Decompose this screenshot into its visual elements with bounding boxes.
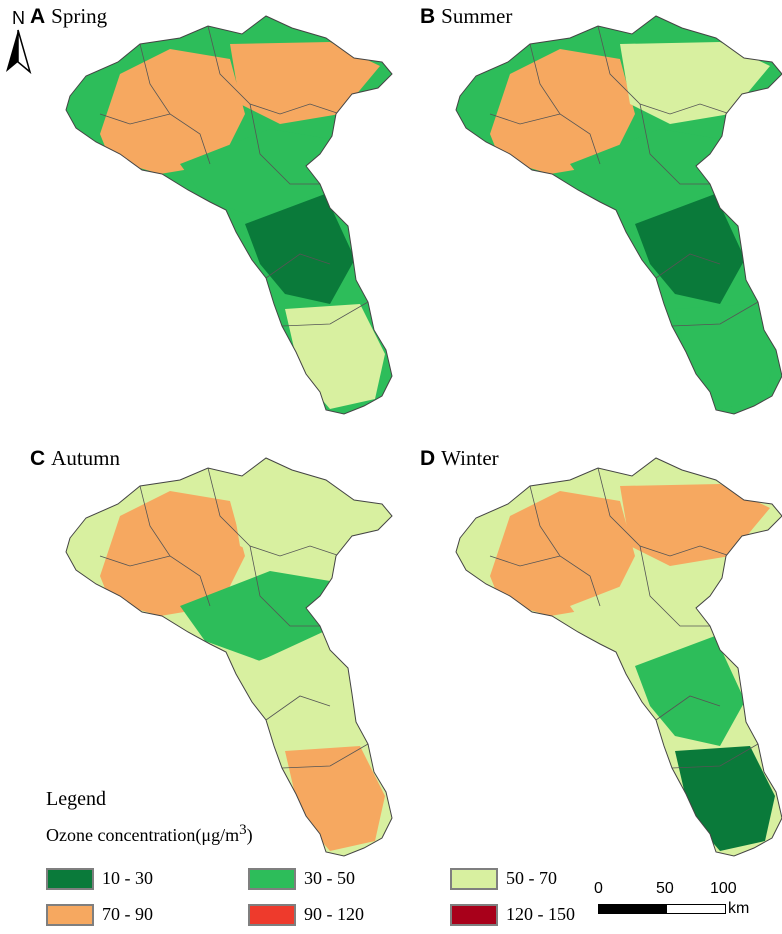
map-panel-summer: B Summer — [420, 4, 782, 434]
panel-season: Autumn — [51, 446, 121, 470]
legend-label: 50 - 70 — [506, 868, 557, 888]
concentration-zone — [245, 194, 355, 304]
map-fill-group — [66, 16, 392, 414]
scale-bar: 0 50 100 km — [590, 880, 780, 920]
legend-label: 10 - 30 — [102, 868, 153, 888]
concentration-zone — [245, 636, 355, 746]
concentration-zone — [490, 49, 635, 174]
map-panel-autumn: C Autumn — [30, 446, 400, 876]
panel-letter: C — [30, 447, 46, 470]
ozone-map — [65, 15, 393, 415]
legend-label: 70 - 90 — [102, 904, 153, 924]
panel-title: C Autumn — [30, 446, 120, 471]
panel-letter: D — [420, 447, 436, 470]
scale-unit: km — [728, 900, 750, 917]
concentration-zone — [620, 484, 770, 566]
panel-letter: B — [420, 5, 436, 28]
district-border — [249, 545, 320, 627]
map-fill-group — [456, 458, 782, 856]
district-border — [249, 103, 320, 185]
panel-title: D Winter — [420, 446, 499, 471]
region-outline — [65, 457, 393, 857]
district-border — [671, 743, 759, 769]
district-border — [597, 467, 731, 557]
legend-subtitle-exponent: 3 — [239, 822, 247, 838]
concentration-zone — [635, 636, 745, 746]
district-border — [639, 545, 710, 627]
panel-season: Winter — [441, 446, 499, 470]
district-border — [655, 253, 721, 279]
north-arrow-icon — [6, 29, 32, 74]
legend-subtitle: Ozone concentration(μg/m3) — [46, 822, 253, 846]
district-border — [207, 467, 341, 557]
district-border — [265, 695, 331, 721]
panel-season: Spring — [51, 4, 108, 28]
concentration-zone — [180, 129, 330, 219]
district-border — [207, 25, 341, 115]
scale-tick: 0 — [594, 880, 603, 897]
district-border — [99, 113, 171, 125]
legend-swatch — [248, 904, 296, 926]
concentration-zone — [230, 484, 380, 566]
region-outline — [455, 15, 782, 415]
district-border — [281, 743, 369, 769]
concentration-zone — [570, 129, 720, 219]
concentration-zone — [230, 42, 380, 124]
map-fill-group — [456, 16, 782, 414]
ozone-map — [455, 15, 782, 415]
legend-subtitle-close: ) — [246, 825, 253, 845]
district-border — [655, 695, 721, 721]
district-border — [281, 301, 369, 327]
district-border — [639, 103, 710, 185]
north-label: N — [12, 8, 25, 28]
district-border — [489, 555, 561, 567]
district-border — [99, 555, 171, 567]
scale-tick: 100 — [710, 880, 737, 897]
legend-swatch — [450, 904, 498, 926]
scale-segment-white — [666, 904, 726, 914]
district-border — [671, 301, 759, 327]
concentration-zone — [635, 194, 745, 304]
concentration-zone — [100, 491, 245, 616]
region-outline — [455, 457, 782, 857]
map-panel-winter: D Winter — [420, 446, 782, 876]
district-border — [597, 25, 731, 115]
scale-tick: 50 — [656, 880, 674, 897]
district-border — [265, 253, 331, 279]
legend-label: 90 - 120 — [304, 904, 364, 924]
panel-season: Summer — [441, 4, 513, 28]
legend-subtitle-text: Ozone concentration(μg/m — [46, 825, 240, 845]
scale-segment-black — [598, 904, 668, 914]
legend-swatch — [46, 868, 94, 890]
concentration-zone — [570, 571, 720, 661]
legend-swatch — [450, 868, 498, 890]
ozone-map — [455, 457, 782, 857]
ozone-map — [65, 457, 393, 857]
concentration-zone — [490, 491, 635, 616]
panel-title: B Summer — [420, 4, 512, 29]
concentration-zone — [180, 571, 330, 661]
legend-swatch — [46, 904, 94, 926]
map-panel-spring: A Spring — [30, 4, 400, 434]
concentration-zone — [100, 49, 245, 174]
legend-swatch — [248, 868, 296, 890]
legend-label: 120 - 150 — [506, 904, 575, 924]
panel-letter: A — [30, 5, 46, 28]
legend-label: 30 - 50 — [304, 868, 355, 888]
region-outline — [65, 15, 393, 415]
district-border — [489, 113, 561, 125]
concentration-zone — [620, 42, 770, 124]
panel-title: A Spring — [30, 4, 107, 29]
map-fill-group — [66, 458, 392, 856]
legend-title: Legend — [46, 788, 106, 810]
north-arrow: N — [2, 8, 38, 74]
